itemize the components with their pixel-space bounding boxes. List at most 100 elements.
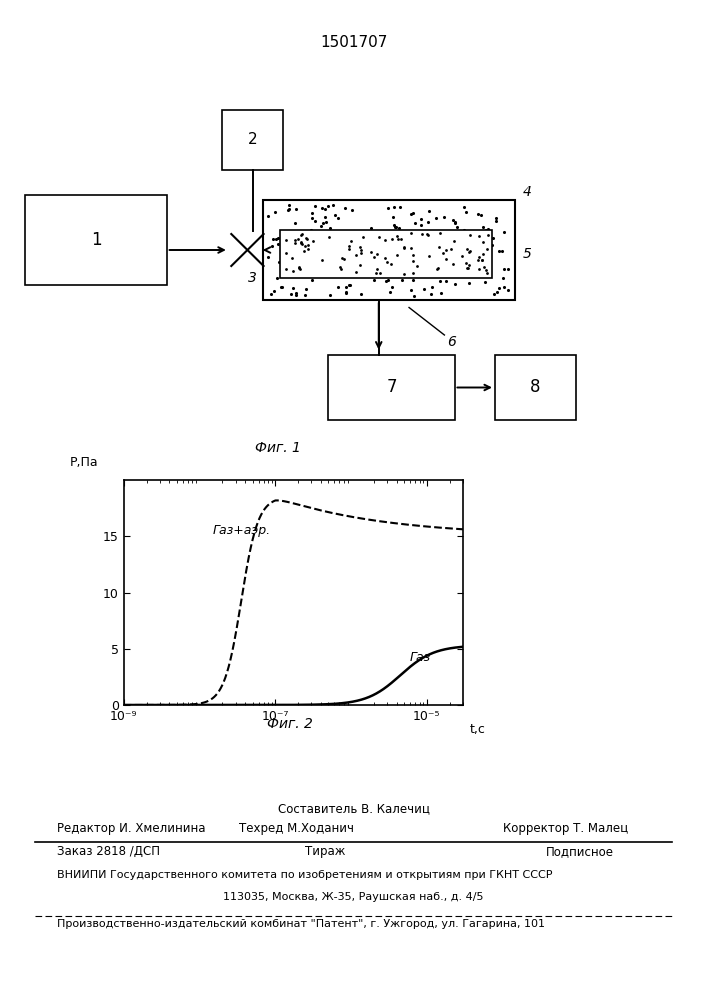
Point: [287, 263, 298, 279]
Point: [464, 227, 476, 243]
Text: Тираж: Тираж: [305, 845, 346, 858]
Point: [480, 222, 491, 238]
Point: [322, 198, 333, 214]
Point: [398, 266, 409, 282]
Point: [344, 257, 355, 273]
Point: [307, 205, 318, 221]
Point: [481, 241, 492, 257]
Point: [481, 262, 492, 278]
Point: [277, 235, 288, 251]
Point: [408, 265, 419, 281]
Point: [482, 227, 493, 243]
Point: [284, 197, 295, 213]
Point: [329, 207, 341, 223]
Point: [368, 272, 380, 288]
Point: [472, 206, 484, 222]
Point: [453, 266, 464, 282]
Point: [479, 259, 491, 275]
Point: [422, 227, 433, 243]
Point: [309, 224, 320, 240]
Point: [405, 282, 416, 298]
Point: [274, 254, 285, 270]
Point: [450, 276, 461, 292]
Point: [408, 288, 419, 304]
Point: [487, 230, 498, 246]
Point: [447, 212, 458, 228]
Bar: [280, 230, 492, 277]
Point: [334, 248, 346, 264]
Point: [316, 225, 327, 241]
Point: [341, 279, 352, 295]
Point: [332, 248, 343, 264]
Point: [296, 226, 308, 242]
Bar: [495, 355, 575, 420]
Point: [461, 260, 472, 276]
Point: [477, 246, 489, 262]
Point: [502, 261, 513, 277]
Point: [460, 204, 472, 220]
Point: [452, 219, 463, 235]
Point: [448, 233, 460, 249]
Point: [379, 250, 390, 266]
Point: [295, 262, 306, 278]
Point: [319, 201, 330, 217]
Point: [438, 245, 449, 261]
Bar: [25, 195, 167, 285]
Text: 2: 2: [247, 132, 257, 147]
Point: [296, 227, 308, 243]
Point: [339, 200, 351, 216]
Text: P,Па: P,Па: [69, 456, 98, 469]
Point: [272, 230, 284, 246]
Point: [365, 244, 376, 260]
Point: [280, 245, 291, 261]
Point: [263, 249, 274, 265]
Point: [355, 242, 366, 258]
Point: [387, 231, 398, 247]
Point: [315, 218, 327, 234]
Point: [481, 265, 492, 281]
Text: Газ+аэр.: Газ+аэр.: [213, 524, 271, 537]
Point: [373, 229, 385, 245]
Bar: [328, 355, 455, 420]
Point: [462, 260, 474, 276]
Point: [335, 259, 346, 275]
Point: [395, 199, 406, 215]
Point: [271, 270, 282, 286]
Point: [436, 285, 447, 301]
Point: [366, 268, 377, 284]
Point: [405, 240, 416, 256]
Point: [428, 229, 440, 245]
Point: [285, 286, 296, 302]
Point: [438, 209, 450, 225]
Point: [417, 238, 428, 254]
Point: [419, 281, 430, 297]
Point: [398, 255, 409, 271]
Point: [366, 220, 377, 236]
Point: [348, 240, 359, 256]
Point: [332, 279, 344, 295]
Point: [486, 237, 498, 253]
Point: [382, 254, 393, 270]
Point: [416, 226, 428, 242]
Point: [344, 277, 355, 293]
Point: [405, 225, 416, 241]
Point: [450, 253, 462, 269]
Point: [410, 230, 421, 246]
Text: Производственно-издательский комбинат "Патент", г. Ужгород, ул. Гагарина, 101: Производственно-издательский комбинат "П…: [57, 919, 544, 929]
Point: [464, 243, 476, 259]
Point: [286, 250, 298, 266]
Point: [447, 256, 458, 272]
Point: [302, 237, 313, 253]
Point: [291, 201, 302, 217]
Point: [327, 197, 339, 213]
Point: [355, 245, 366, 261]
Point: [387, 209, 399, 225]
Text: 7: 7: [386, 378, 397, 396]
Point: [344, 241, 355, 257]
Point: [283, 201, 294, 217]
Point: [302, 231, 313, 247]
Point: [269, 283, 280, 299]
Point: [293, 231, 304, 247]
Point: [338, 238, 349, 254]
Point: [474, 228, 485, 244]
